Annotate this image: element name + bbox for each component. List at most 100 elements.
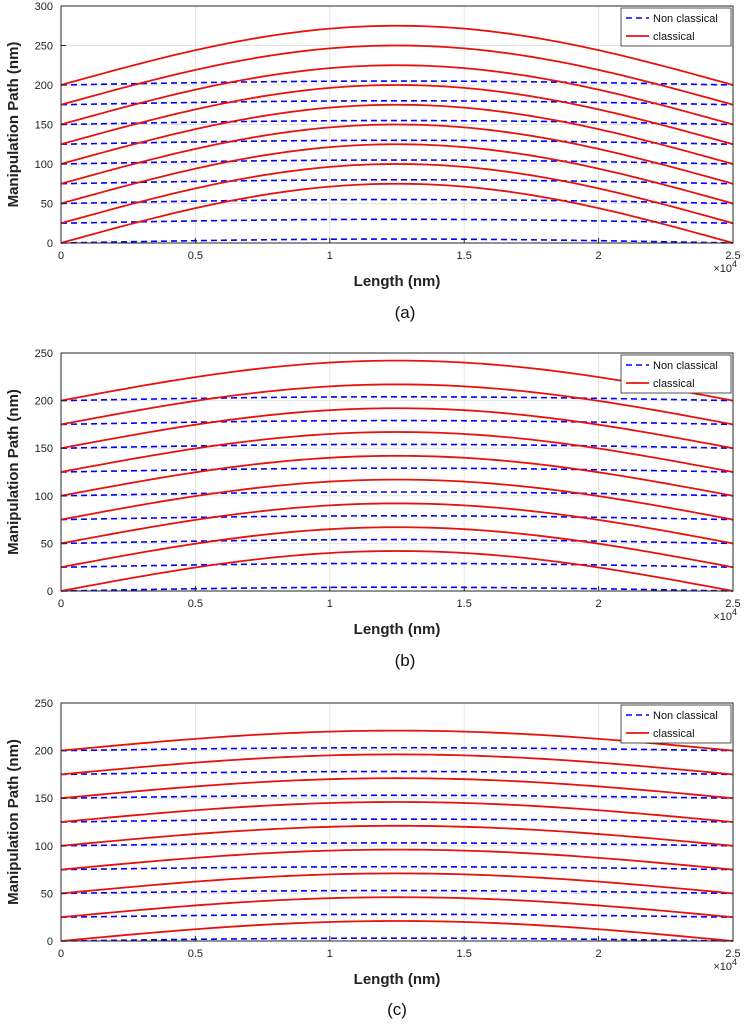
ytick-label-b-5: 250 — [35, 348, 53, 360]
legend-box-b — [620, 354, 732, 394]
classical-line-c-1 — [60, 896, 734, 919]
xtick-label-a-3: 1.5 — [457, 250, 472, 262]
ytick-label-c-2: 100 — [35, 841, 53, 853]
classical-line-b-6 — [60, 407, 734, 450]
xtick-label-b-4: 2 — [596, 598, 602, 610]
ytick-label-c-1: 50 — [41, 888, 53, 900]
xtick-label-b-1: 0.5 — [188, 598, 203, 610]
xtick-label-c-2: 1 — [327, 948, 333, 960]
classical-line-a-8 — [60, 24, 734, 86]
classical-line-b-3 — [60, 478, 734, 521]
x-multiplier-a: ×104 — [713, 259, 737, 275]
nonclassical-line-a-4 — [60, 159, 734, 165]
xtick-label-c-5: 2.5 — [725, 948, 740, 960]
nonclassical-line-b-0 — [60, 586, 734, 592]
caption-c: (c) — [387, 1000, 407, 1019]
legend-box-a — [620, 7, 732, 47]
nonclassical-line-b-2 — [60, 538, 734, 545]
y-axis-label-b: Manipulation Path (nm) — [5, 389, 22, 555]
nonclassical-line-a-7 — [60, 100, 734, 106]
legend-label-classical-b: classical — [653, 378, 695, 390]
nonclassical-line-a-0 — [60, 238, 734, 244]
xtick-label-b-3: 1.5 — [457, 598, 472, 610]
caption-b: (b) — [395, 651, 416, 670]
ytick-label-a-3: 150 — [35, 120, 53, 132]
nonclassical-line-b-8 — [60, 395, 734, 402]
nonclassical-line-c-0 — [60, 937, 734, 942]
legend-label-nonclassical-c: Non classical — [653, 710, 718, 722]
nonclassical-line-c-3 — [60, 865, 734, 871]
nonclassical-line-a-2 — [60, 198, 734, 205]
nonclassical-line-b-3 — [60, 514, 734, 521]
y-axis-label-a: Manipulation Path (nm) — [5, 42, 22, 208]
xtick-label-a-5: 2.5 — [725, 250, 740, 262]
nonclassical-line-b-5 — [60, 467, 734, 473]
x-multiplier-exp-c: 4 — [732, 957, 737, 967]
ytick-label-b-0: 0 — [47, 586, 53, 598]
x-multiplier-base-c: ×10 — [713, 961, 732, 973]
classical-line-a-7 — [60, 44, 734, 106]
classical-line-c-7 — [60, 753, 734, 776]
xtick-label-a-1: 0.5 — [188, 250, 203, 262]
plot-a: 0 0.5 1 1.5 2 2.5 0 50 100 150 200 250 300 ×104 Length… — [5, 1, 741, 290]
xtick-label-a-0: 0 — [58, 250, 64, 262]
nonclassical-line-c-8 — [60, 746, 734, 752]
legend-label-nonclassical-a: Non classical — [653, 13, 718, 25]
ytick-label-b-2: 100 — [35, 491, 53, 503]
xtick-label-c-4: 2 — [596, 948, 602, 960]
classical-line-b-7 — [60, 383, 734, 426]
classical-line-c-3 — [60, 848, 734, 871]
x-axis-label-c: Length (nm) — [354, 971, 441, 988]
classical-line-a-4 — [60, 103, 734, 165]
ytick-label-b-1: 50 — [41, 538, 53, 550]
nonclassical-line-c-7 — [60, 770, 734, 776]
xtick-label-b-0: 0 — [58, 598, 64, 610]
classical-line-b-0 — [60, 550, 734, 592]
xtick-label-a-2: 1 — [327, 250, 333, 262]
plot-c: 0 0.5 1 1.5 2 2.5 0 50 100 150 200 250 ×104 Length (n… — [5, 698, 741, 988]
nonclassical-line-c-1 — [60, 913, 734, 918]
ytick-label-a-2: 100 — [35, 159, 53, 171]
ytick-label-a-4: 200 — [35, 80, 53, 92]
ytick-label-a-1: 50 — [41, 199, 53, 211]
nonclassical-line-b-6 — [60, 443, 734, 449]
ytick-label-a-5: 250 — [35, 41, 53, 53]
x-axis-label-b: Length (nm) — [354, 621, 441, 638]
ytick-label-c-3: 150 — [35, 793, 53, 805]
classical-line-b-2 — [60, 502, 734, 545]
caption-a: (a) — [395, 303, 416, 322]
x-multiplier-b: ×104 — [713, 607, 737, 623]
plot-b: 0 0.5 1 1.5 2 2.5 0 50 100 150 200 250 ×104 Length (n… — [5, 348, 741, 638]
panel-a: 0 0.5 1 1.5 2 2.5 0 50 100 150 200 250 300 ×104 Length… — [5, 1, 741, 322]
legend-label-classical-c: classical — [653, 728, 695, 740]
classical-line-c-5 — [60, 801, 734, 823]
nonclassical-line-a-3 — [60, 179, 734, 185]
nonclassical-line-a-5 — [60, 139, 734, 146]
x-multiplier-exp-b: 4 — [732, 607, 737, 617]
xtick-label-b-5: 2.5 — [725, 598, 740, 610]
nonclassical-line-c-6 — [60, 794, 734, 799]
classical-line-c-4 — [60, 824, 734, 847]
classical-line-c-6 — [60, 777, 734, 800]
x-multiplier-exp-a: 4 — [732, 259, 737, 269]
legend-c: Non classical classical — [620, 704, 732, 744]
nonclassical-line-c-2 — [60, 889, 734, 895]
classical-line-a-6 — [60, 64, 734, 126]
xtick-label-c-0: 0 — [58, 948, 64, 960]
nonclassical-line-b-4 — [60, 491, 734, 497]
classical-line-a-5 — [60, 84, 734, 146]
xtick-label-b-2: 1 — [327, 598, 333, 610]
ytick-label-c-4: 200 — [35, 746, 53, 758]
classical-line-c-0 — [60, 920, 734, 942]
classical-line-a-0 — [60, 182, 734, 244]
xtick-label-c-3: 1.5 — [457, 948, 472, 960]
legend-b: Non classical classical — [620, 354, 732, 394]
legend-a: Non classical classical — [620, 7, 732, 47]
classical-line-a-1 — [60, 163, 734, 225]
nonclassical-line-b-1 — [60, 562, 734, 568]
legend-label-classical-a: classical — [653, 31, 695, 43]
x-multiplier-c: ×104 — [713, 957, 737, 973]
classical-line-b-5 — [60, 431, 734, 473]
classical-line-a-2 — [60, 143, 734, 205]
